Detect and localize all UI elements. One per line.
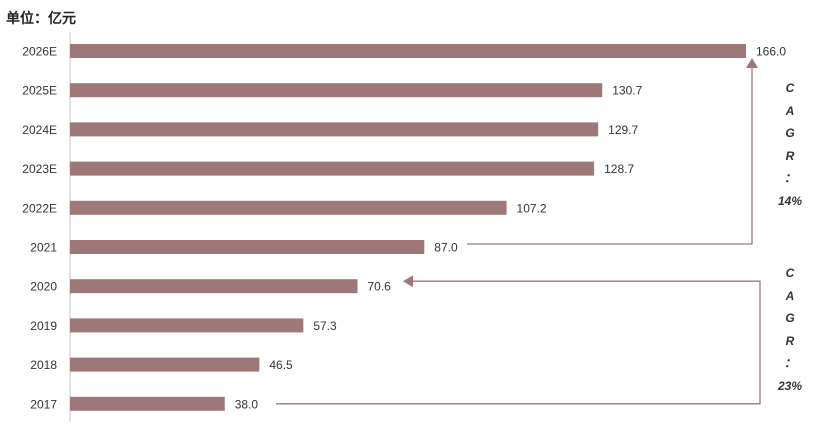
category-label: 2018	[30, 358, 57, 372]
value-label: 70.6	[368, 280, 392, 294]
cagr-char: 23%	[777, 378, 803, 393]
cagr-char: G	[785, 311, 795, 325]
arrowhead-left	[403, 275, 413, 288]
value-label: 107.2	[517, 201, 547, 215]
cagr-annotation-23: C A G R ： 23%	[775, 262, 805, 397]
category-label: 2019	[30, 319, 57, 333]
category-label: 2021	[30, 241, 57, 255]
category-label: 2025E	[22, 84, 57, 98]
bar	[70, 279, 358, 294]
bar	[70, 161, 595, 176]
bar	[70, 44, 746, 58]
value-label: 57.3	[313, 319, 337, 333]
cagr-annotation-14: C A G R ： 14%	[775, 77, 805, 212]
bar	[70, 240, 425, 254]
arrowhead-up	[746, 58, 758, 68]
cagr-char: A	[785, 103, 795, 118]
cagr-char: C	[785, 81, 795, 95]
value-label: 129.7	[608, 123, 638, 137]
cagr-char: G	[785, 126, 795, 140]
bar	[70, 357, 260, 372]
value-label: 46.5	[269, 358, 293, 372]
category-label: 2026E	[22, 45, 57, 59]
category-label: 2020	[30, 280, 57, 294]
cagr-char: ：	[783, 356, 796, 370]
cagr-arrow-line-top	[467, 67, 753, 245]
category-label: 2022E	[22, 201, 57, 215]
category-label: 2023E	[22, 162, 57, 176]
cagr-char: R	[785, 333, 795, 348]
bar	[70, 122, 599, 137]
value-label: 87.0	[434, 241, 458, 255]
cagr-char: 14%	[777, 193, 803, 208]
cagr-char: C	[785, 266, 795, 280]
value-label: 130.7	[612, 84, 642, 98]
value-label: 38.0	[235, 397, 259, 411]
category-label: 2017	[30, 397, 57, 411]
category-label: 2024E	[22, 123, 57, 137]
bar	[70, 200, 507, 215]
cagr-char: A	[785, 288, 795, 303]
unit-label: 单位：亿元	[6, 10, 76, 26]
bar	[70, 318, 304, 333]
cagr-char: ：	[783, 171, 796, 185]
value-label: 128.7	[604, 162, 634, 176]
bar	[70, 83, 603, 98]
cagr-arrow-line-bottom	[276, 280, 761, 405]
bar	[70, 396, 225, 411]
value-label: 166.0	[756, 45, 786, 59]
cagr-char: R	[785, 148, 795, 163]
